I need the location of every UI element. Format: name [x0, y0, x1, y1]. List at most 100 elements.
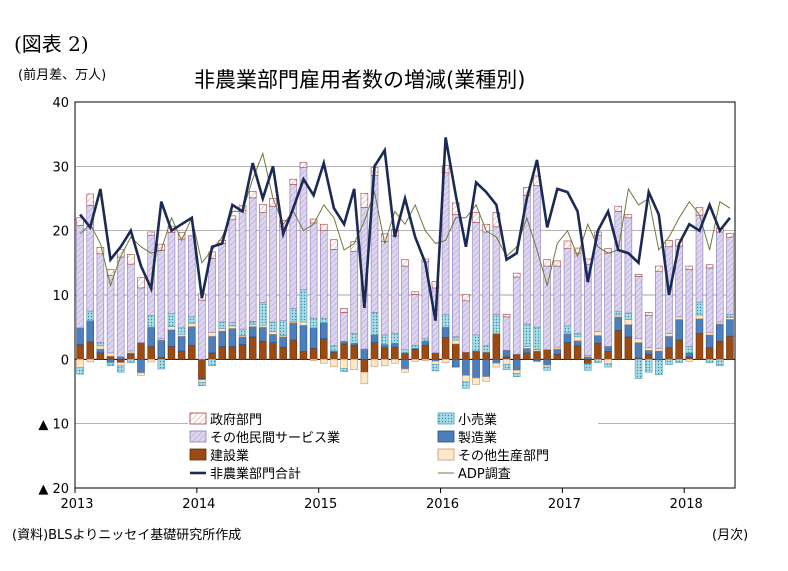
bar-other-services [198, 299, 206, 360]
bar-construction [665, 347, 673, 360]
bar-other-services [208, 258, 216, 333]
bar-other-services [228, 219, 237, 323]
bar-manufacturing [340, 341, 348, 345]
bar-construction [177, 350, 186, 360]
bar-government [472, 212, 480, 223]
bar-manufacturing [218, 330, 226, 347]
bar-construction [716, 341, 724, 360]
bar-construction [269, 342, 277, 360]
bar-construction [259, 341, 267, 360]
bar-manufacturing [533, 359, 541, 362]
bar-other-services [644, 315, 653, 349]
bar-retail [248, 321, 257, 325]
bar-construction [86, 341, 94, 360]
x-unit-label: (月次) [712, 528, 749, 543]
bar-other-services [330, 249, 338, 347]
bar-other-goods [482, 376, 490, 382]
bar-other-goods [208, 332, 216, 337]
bar-construction [614, 330, 622, 360]
bar-other-services [553, 265, 562, 348]
bar-retail [675, 359, 683, 363]
y-tick-label: ▲ 20 [38, 482, 69, 497]
bar-manufacturing [147, 326, 155, 347]
bar-manufacturing [401, 359, 409, 370]
bar-retail [188, 316, 196, 324]
bar-other-services [167, 232, 176, 314]
bar-construction [411, 348, 419, 360]
bar-retail [350, 333, 358, 344]
bar-other-goods [604, 359, 612, 365]
bar-other-goods [370, 359, 379, 367]
bar-other-services [401, 265, 409, 350]
bar-retail [441, 313, 450, 328]
bar-construction [523, 352, 531, 360]
bar-other-goods [685, 359, 694, 362]
bar-other-services [411, 294, 419, 346]
legend-label: 小売業 [458, 412, 497, 428]
bar-retail [309, 317, 318, 329]
bar-government [309, 218, 318, 224]
bar-manufacturing [269, 333, 277, 343]
bar-government [482, 223, 490, 233]
bar-other-goods [624, 319, 633, 325]
bar-retail [512, 373, 521, 378]
bar-retail [116, 365, 125, 373]
bar-manufacturing [259, 326, 267, 342]
bar-other-services [462, 300, 470, 353]
bar-retail [340, 368, 348, 372]
bar-other-goods [431, 360, 440, 365]
bar-government [320, 223, 328, 231]
bar-retail [685, 346, 694, 354]
bar-retail [523, 323, 531, 347]
bar-retail [391, 333, 399, 344]
bar-government [563, 240, 572, 249]
bar-retail [228, 322, 237, 327]
bar-construction [553, 353, 562, 360]
y-tick-label: ▲ 10 [38, 418, 69, 433]
bar-other-services [248, 197, 257, 322]
bar-manufacturing [360, 348, 369, 360]
y-tick-label: 40 [52, 96, 69, 111]
bar-construction [441, 337, 450, 360]
bar-manufacturing [289, 322, 298, 341]
bar-manufacturing [86, 320, 94, 343]
bar-government [502, 313, 511, 318]
bar-construction [563, 342, 572, 360]
bar-other-goods [594, 331, 602, 336]
bar-retail [716, 359, 724, 367]
bar-other-services [96, 253, 105, 343]
bar-other-goods [502, 359, 511, 365]
bar-retail [299, 289, 308, 323]
bar-construction [218, 346, 226, 360]
bar-other-services [452, 214, 460, 338]
bar-manufacturing [452, 359, 460, 368]
bar-retail [421, 338, 430, 342]
bar-other-goods [644, 347, 653, 351]
bar-retail [604, 363, 612, 368]
bar-retail [177, 327, 186, 335]
bar-government [86, 193, 94, 206]
bar-retail [269, 321, 277, 332]
series-line-adp [79, 151, 731, 288]
bar-manufacturing [644, 350, 653, 355]
bar-construction [116, 359, 125, 363]
bar-retail [502, 364, 511, 370]
bar-manufacturing [705, 334, 714, 349]
bar-manufacturing [594, 335, 602, 344]
bar-government [543, 259, 551, 267]
bar-retail [634, 359, 643, 379]
bar-retail [655, 359, 663, 376]
bar-construction [502, 356, 511, 360]
bar-construction [380, 347, 389, 360]
legend-label: ADP調査 [458, 467, 511, 482]
bar-other-services [604, 252, 612, 347]
bar-other-goods [188, 323, 196, 327]
bar-manufacturing [167, 329, 176, 347]
bar-government [644, 312, 653, 316]
bar-construction [533, 350, 541, 360]
bar-manufacturing [228, 328, 237, 347]
bar-government [512, 272, 521, 278]
bar-construction [76, 344, 84, 360]
bar-other-goods [380, 359, 389, 367]
bar-manufacturing [208, 335, 216, 354]
